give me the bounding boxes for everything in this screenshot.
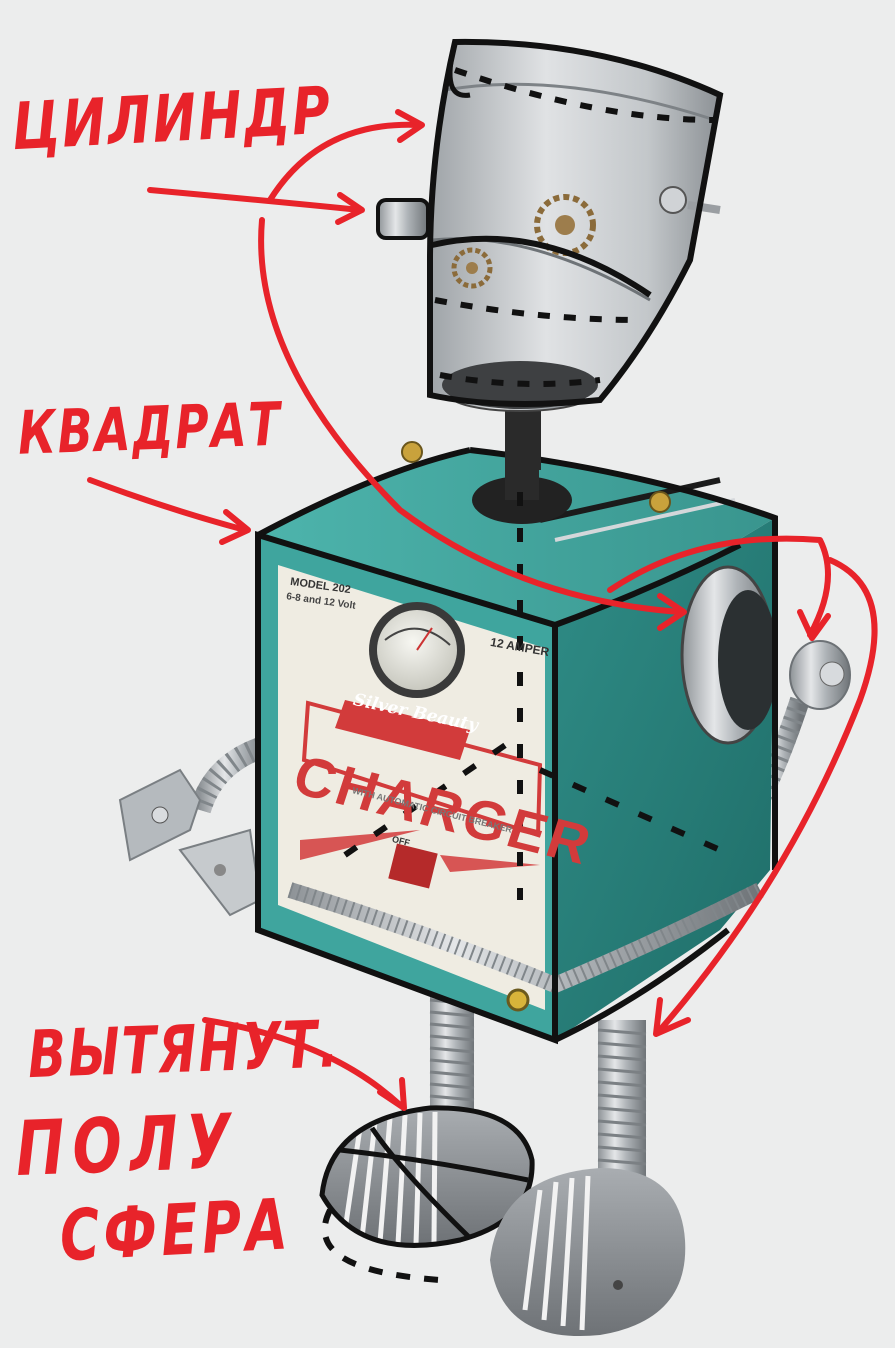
left-foot bbox=[319, 1105, 535, 1283]
annotation-hemisphere-line1: ВЫТЯНУТ. bbox=[26, 1006, 342, 1093]
right-leg bbox=[597, 1020, 647, 1195]
left-arm bbox=[118, 734, 274, 917]
annotation-hemisphere-line3: СФЕРА bbox=[57, 1183, 294, 1278]
right-foot bbox=[490, 1168, 686, 1337]
annotation-hemisphere-line2: ПОЛУ bbox=[14, 1097, 241, 1194]
head-cylinder bbox=[376, 38, 724, 409]
annotation-cylinder-label: ЦИЛИНДР bbox=[10, 73, 334, 166]
torso-cube bbox=[255, 420, 778, 1045]
annotation-square-label: КВАДРАТ bbox=[16, 388, 284, 469]
annotation-arrows bbox=[87, 109, 878, 1111]
